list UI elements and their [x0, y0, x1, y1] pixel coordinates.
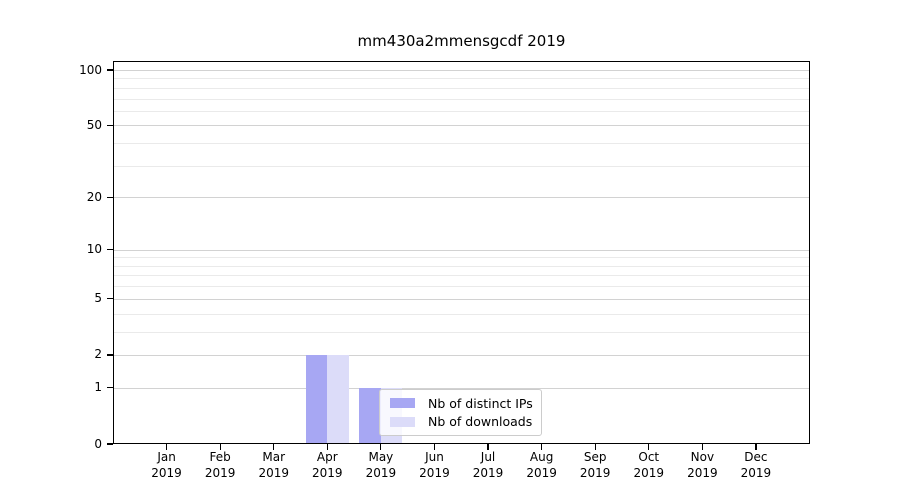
x-tick-label-apr: Apr 2019	[297, 450, 357, 481]
x-tick-label-jun: Jun 2019	[404, 450, 464, 481]
x-tick-oct	[648, 444, 650, 450]
x-tick-label-oct: Oct 2019	[619, 450, 679, 481]
y-gridline-minor-80	[114, 87, 809, 89]
x-tick-aug	[541, 444, 543, 450]
legend-label: Nb of distinct IPs	[428, 395, 533, 411]
plot-border	[113, 61, 810, 444]
y-gridline-minor-8	[114, 265, 809, 267]
y-gridline-minor-7	[114, 275, 809, 277]
y-gridline-minor-70	[114, 98, 809, 100]
y-tick-label-1: 1	[94, 380, 102, 395]
y-tick-50	[106, 124, 113, 126]
y-tick-0	[106, 443, 113, 445]
x-tick-label-nov: Nov 2019	[672, 450, 732, 481]
x-label-month: Mar	[262, 450, 286, 464]
x-label-year: 2019	[312, 465, 343, 480]
x-tick-jun	[433, 444, 436, 450]
y-tick-10	[106, 249, 113, 251]
y-tick-label-20: 20	[86, 189, 102, 204]
y-tick-1	[106, 387, 113, 389]
y-gridline-minor-3	[114, 331, 809, 333]
y-gridline-major-1	[114, 387, 809, 389]
y-tick-label-5: 5	[94, 291, 102, 306]
y-gridline-minor-90	[114, 78, 809, 80]
y-tick-2	[106, 354, 113, 356]
y-gridline-major-50	[114, 125, 809, 127]
x-label-month: Dec	[744, 450, 768, 464]
y-gridline-major-20	[114, 197, 809, 199]
y-gridline-major-100	[114, 70, 809, 71]
x-label-month: Jan	[157, 450, 176, 464]
y-gridline-minor-4	[114, 313, 809, 315]
x-label-year: 2019	[740, 465, 772, 480]
x-label-year: 2019	[472, 465, 504, 480]
x-label-year: 2019	[687, 465, 718, 480]
bar-apr-downloads	[327, 354, 349, 444]
chart-title: mm430a2mmensgcdf 2019	[357, 32, 566, 50]
legend-item-downloads: Nb of downloads	[386, 414, 535, 429]
y-gridline-major-10	[114, 249, 809, 251]
y-tick-label-100: 100	[79, 62, 102, 77]
y-gridline-major-5	[114, 298, 809, 300]
x-tick-apr	[326, 444, 328, 450]
legend-swatch-icon	[390, 416, 415, 427]
x-label-month: Sep	[583, 450, 607, 464]
x-tick-label-jul: Jul 2019	[458, 450, 518, 481]
x-label-year: 2019	[526, 465, 557, 480]
x-tick-jul	[487, 444, 489, 450]
x-tick-label-jan: Jan 2019	[137, 450, 197, 481]
x-tick-dec	[755, 444, 757, 450]
x-label-year: 2019	[579, 465, 611, 480]
x-tick-label-sep: Sep 2019	[565, 450, 625, 481]
legend-label: Nb of downloads	[428, 414, 533, 430]
x-label-month: Jul	[480, 450, 496, 464]
x-label-month: May	[368, 450, 394, 464]
x-label-month: Apr	[316, 450, 338, 464]
bar-apr-distinct-ips	[305, 354, 328, 444]
x-tick-may	[380, 444, 382, 450]
y-tick-label-0: 0	[94, 436, 102, 451]
y-tick-100	[106, 69, 113, 71]
x-label-month: Feb	[209, 450, 231, 464]
x-label-month: Oct	[638, 450, 660, 464]
x-tick-label-mar: Mar 2019	[244, 450, 304, 481]
x-label-year: 2019	[419, 465, 450, 480]
y-gridline-major-2	[114, 354, 809, 356]
legend-swatch-icon	[390, 398, 415, 409]
x-label-year: 2019	[633, 465, 665, 480]
x-tick-label-aug: Aug 2019	[512, 450, 572, 481]
x-label-month: Aug	[529, 450, 554, 464]
y-gridline-minor-30	[114, 165, 809, 167]
x-tick-label-may: May 2019	[351, 450, 411, 481]
y-tick-20	[106, 196, 113, 198]
y-gridline-minor-40	[114, 143, 809, 145]
y-gridline-minor-60	[114, 110, 809, 112]
x-tick-label-dec: Dec 2019	[726, 450, 786, 481]
x-tick-label-feb: Feb 2019	[190, 450, 250, 481]
x-tick-mar	[273, 444, 275, 450]
x-label-year: 2019	[258, 465, 289, 480]
y-tick-label-50: 50	[86, 117, 102, 132]
x-label-month: Jun	[425, 450, 444, 464]
y-gridline-minor-9	[114, 257, 809, 259]
legend-item-distinct-ips: Nb of distinct IPs	[386, 396, 535, 411]
bar-may-distinct-ips	[359, 387, 381, 444]
x-label-year: 2019	[151, 465, 182, 480]
y-tick-label-10: 10	[86, 242, 102, 257]
x-label-month: Nov	[690, 450, 715, 464]
x-label-year: 2019	[204, 465, 236, 480]
x-tick-feb	[219, 444, 221, 450]
x-tick-jan	[165, 444, 168, 450]
legend: Nb of distinct IPs Nb of downloads	[379, 389, 542, 436]
x-label-year: 2019	[365, 465, 397, 480]
x-tick-sep	[594, 444, 596, 450]
x-tick-nov	[701, 444, 703, 450]
y-tick-5	[106, 298, 113, 300]
y-gridline-minor-6	[114, 286, 809, 288]
y-tick-label-2: 2	[94, 347, 102, 362]
